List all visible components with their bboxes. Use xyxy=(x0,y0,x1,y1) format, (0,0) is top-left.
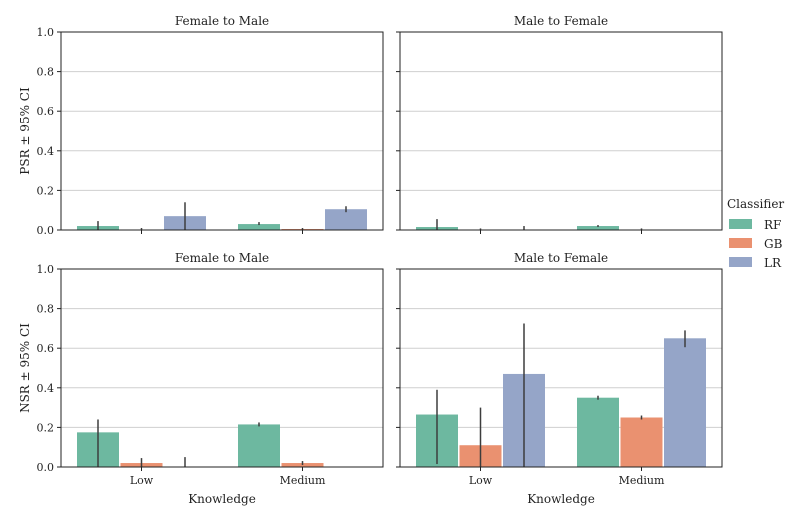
panel-1: 0.0 0.2 0.4 0.6 0.8 1.0 Female to Male PSR ± 95… xyxy=(18,14,384,237)
x-axis-label: Knowledge xyxy=(188,492,256,506)
y-tick-label: 0.6 xyxy=(37,342,55,355)
bar-rf-medium xyxy=(577,397,619,467)
panel-title: Male to Female xyxy=(514,14,608,28)
legend-label-rf: RF xyxy=(764,218,781,232)
panel-title: Female to Male xyxy=(175,251,269,265)
y-tick-label: 1.0 xyxy=(37,263,55,276)
y-tick-label: 0.2 xyxy=(37,184,55,197)
legend-title: Classifier xyxy=(727,197,784,211)
panel-3: 0.0 0.2 0.4 0.6 0.8 1.0 Low Medium Female to Mal… xyxy=(18,251,384,506)
y-tick-label: 0.8 xyxy=(37,303,55,316)
y-tick-label: 0.4 xyxy=(37,145,55,158)
legend-swatch-gb xyxy=(729,238,752,248)
legend-swatch-lr xyxy=(729,257,752,267)
legend-label-lr: LR xyxy=(764,256,782,270)
y-tick-label: 0.2 xyxy=(37,421,55,434)
x-tick-label: Low xyxy=(469,474,493,487)
y-tick-label: 0.0 xyxy=(37,224,55,237)
bar-rf-medium xyxy=(577,226,619,230)
y-axis-label: PSR ± 95% CI xyxy=(18,87,32,175)
x-tick-label: Low xyxy=(130,474,154,487)
bar-gb-medium xyxy=(281,463,324,467)
legend-label-gb: GB xyxy=(764,237,783,251)
panel-title: Female to Male xyxy=(175,14,269,28)
panel-frame xyxy=(60,31,384,231)
y-tick-label: 1.0 xyxy=(37,26,55,39)
y-axis-label: NSR ± 95% CI xyxy=(18,323,32,413)
bar-rf-medium xyxy=(238,224,280,230)
panel-2: Male to Female xyxy=(396,14,723,234)
y-tick-label: 0.0 xyxy=(37,461,55,474)
x-axis-label: Knowledge xyxy=(527,492,595,506)
panel-frame xyxy=(399,268,723,468)
x-tick-label: Medium xyxy=(280,474,326,487)
panel-frame xyxy=(60,268,384,468)
y-tick-label: 0.8 xyxy=(37,66,55,79)
chart-panels: 0.0 0.2 0.4 0.6 0.8 1.0 Female to Male PSR ± 95… xyxy=(18,14,723,506)
x-tick-label: Medium xyxy=(619,474,665,487)
bar-lr-medium xyxy=(664,338,706,467)
panel-frame xyxy=(399,31,723,231)
panel-4: Low Medium Male to Female Knowledge xyxy=(396,251,723,506)
y-tick-label: 0.4 xyxy=(37,382,55,395)
bar-lr-medium xyxy=(325,209,367,230)
legend-swatch-rf xyxy=(729,219,752,229)
y-tick-label: 0.6 xyxy=(37,105,55,118)
legend: Classifier RF GB LR xyxy=(727,197,784,270)
bar-rf-medium xyxy=(238,424,280,467)
panel-title: Male to Female xyxy=(514,251,608,265)
bar-gb-medium xyxy=(620,417,663,467)
